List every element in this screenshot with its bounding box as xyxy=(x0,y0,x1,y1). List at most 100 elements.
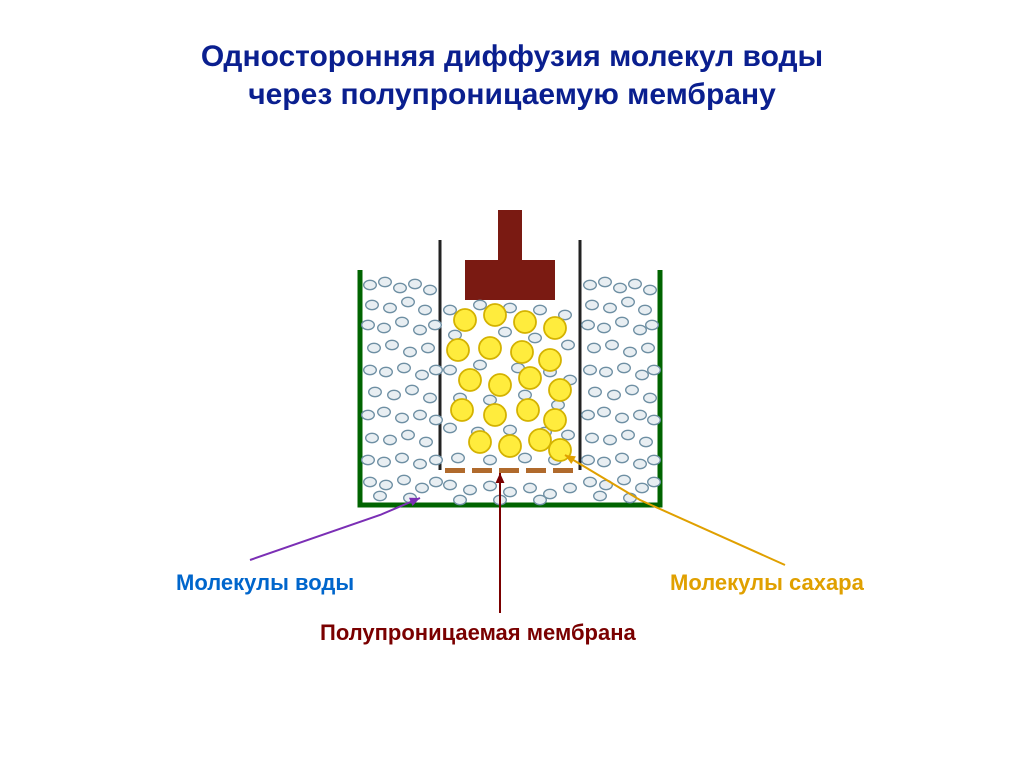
water-molecule xyxy=(586,300,599,309)
water-molecule xyxy=(594,491,607,500)
water-molecule xyxy=(396,317,409,326)
water-molecule xyxy=(646,320,659,329)
sugar-molecule xyxy=(447,339,469,361)
water-molecule xyxy=(504,425,517,434)
water-molecule xyxy=(384,303,397,312)
water-molecule xyxy=(362,320,375,329)
water-molecule xyxy=(494,495,507,504)
water-molecule xyxy=(586,433,599,442)
water-molecule xyxy=(499,327,512,336)
water-molecule xyxy=(430,455,443,464)
water-molecule xyxy=(444,480,457,489)
water-molecule xyxy=(404,493,417,502)
water-molecule xyxy=(474,300,487,309)
water-molecule xyxy=(626,385,639,394)
water-molecule xyxy=(362,455,375,464)
title-line-2: через полупроницаемую мембрану xyxy=(248,78,776,111)
water-molecule xyxy=(430,415,443,424)
water-molecule xyxy=(402,297,415,306)
water-molecule xyxy=(484,481,497,490)
sugar-molecule xyxy=(489,374,511,396)
sugar-molecule xyxy=(529,429,551,451)
water-molecule xyxy=(534,305,547,314)
water-molecule xyxy=(474,360,487,369)
water-molecule xyxy=(622,430,635,439)
water-molecule xyxy=(429,320,442,329)
water-molecule xyxy=(584,280,597,289)
sugar-molecule xyxy=(454,309,476,331)
water-molecule xyxy=(444,365,457,374)
water-molecule xyxy=(378,457,391,466)
water-molecule xyxy=(396,413,409,422)
water-molecule xyxy=(534,495,547,504)
water-molecule xyxy=(606,340,619,349)
water-molecule xyxy=(424,285,437,294)
water-molecule xyxy=(640,437,653,446)
water-molecule xyxy=(600,367,613,376)
label-membrane: Полупроницаемая мембрана xyxy=(320,620,636,646)
sugar-molecule xyxy=(479,337,501,359)
water-molecule xyxy=(582,410,595,419)
water-molecule xyxy=(384,435,397,444)
water-molecule xyxy=(634,459,647,468)
membrane-segment xyxy=(445,468,465,473)
water-molecule xyxy=(379,277,392,286)
water-molecule xyxy=(364,477,377,486)
membrane-segment xyxy=(553,468,573,473)
water-molecule xyxy=(648,477,661,486)
water-molecule xyxy=(430,365,443,374)
sugar-molecule xyxy=(549,439,571,461)
water-molecule xyxy=(584,477,597,486)
water-molecule xyxy=(406,385,419,394)
sugar-molecule xyxy=(539,349,561,371)
water-molecule xyxy=(424,393,437,402)
water-molecule xyxy=(419,305,432,314)
water-molecule xyxy=(604,303,617,312)
sugar-molecule xyxy=(484,404,506,426)
water-molecule xyxy=(398,475,411,484)
water-molecule xyxy=(414,325,427,334)
page-title: Односторонняя диффузия молекул воды чере… xyxy=(0,38,1024,113)
water-molecule xyxy=(582,320,595,329)
water-molecule xyxy=(380,367,393,376)
water-molecule xyxy=(562,430,575,439)
water-molecule xyxy=(600,480,613,489)
water-molecule xyxy=(598,323,611,332)
water-molecule xyxy=(642,343,655,352)
water-molecule xyxy=(414,410,427,419)
water-molecule xyxy=(648,415,661,424)
water-molecule xyxy=(362,410,375,419)
water-molecule xyxy=(616,317,629,326)
sugar-molecule xyxy=(544,409,566,431)
water-molecule xyxy=(639,305,652,314)
water-molecule xyxy=(524,483,537,492)
water-molecule xyxy=(378,323,391,332)
water-molecule xyxy=(374,491,387,500)
sugar-molecule xyxy=(517,399,539,421)
water-molecule xyxy=(634,325,647,334)
sugar-molecule xyxy=(469,431,491,453)
water-molecule xyxy=(604,435,617,444)
water-molecule xyxy=(369,387,382,396)
water-molecule xyxy=(414,459,427,468)
water-molecule xyxy=(386,340,399,349)
water-molecule xyxy=(416,370,429,379)
water-molecule xyxy=(364,365,377,374)
piston-head xyxy=(465,260,555,300)
water-molecule xyxy=(452,453,465,462)
membrane-segment xyxy=(499,468,519,473)
water-molecule xyxy=(598,407,611,416)
water-molecule xyxy=(589,387,602,396)
sugar-molecule xyxy=(544,317,566,339)
water-molecule xyxy=(398,363,411,372)
water-molecule xyxy=(404,347,417,356)
water-molecule xyxy=(588,343,601,352)
water-molecule xyxy=(454,495,467,504)
water-molecule xyxy=(624,493,637,502)
water-molecule xyxy=(644,393,657,402)
sugar-molecule xyxy=(459,369,481,391)
water-molecule xyxy=(430,477,443,486)
water-molecule xyxy=(422,343,435,352)
water-molecule xyxy=(409,279,422,288)
water-molecule xyxy=(608,390,621,399)
